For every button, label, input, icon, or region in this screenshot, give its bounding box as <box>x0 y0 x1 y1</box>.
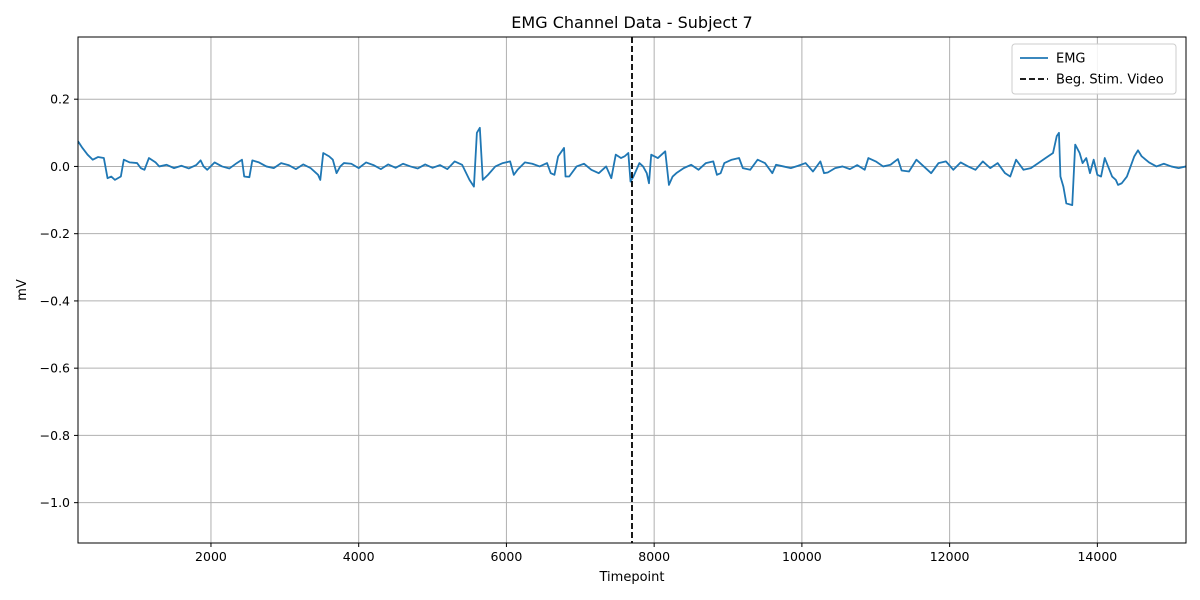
y-tick-label: 0.2 <box>50 92 70 107</box>
x-tick-label: 2000 <box>195 549 227 564</box>
x-tick-label: 8000 <box>638 549 670 564</box>
y-tick-label: −0.4 <box>40 293 70 308</box>
y-tick-label: −1.0 <box>40 495 70 510</box>
x-tick-label: 10000 <box>782 549 822 564</box>
x-tick-label: 6000 <box>491 549 523 564</box>
legend-box <box>1011 43 1177 95</box>
plot-area <box>78 37 1186 543</box>
legend-label: Beg. Stim. Video <box>1056 73 1164 88</box>
x-axis-label: Timepoint <box>599 570 665 585</box>
y-tick-label: −0.8 <box>40 428 70 443</box>
y-axis: 0.2 0.0 −0.2 −0.4 −0.6 −0.8 −1.0 <box>40 92 78 510</box>
x-axis: 2000 4000 6000 8000 10000 12000 14000 <box>195 543 1117 564</box>
chart-title: EMG Channel Data - Subject 7 <box>511 13 752 32</box>
y-axis-label: mV <box>15 279 30 301</box>
legend: EMG Beg. Stim. Video <box>1011 43 1177 95</box>
emg-series-line <box>78 126 1186 207</box>
x-tick-label: 14000 <box>1077 549 1117 564</box>
y-tick-label: −0.6 <box>40 361 70 376</box>
x-tick-label: 4000 <box>343 549 375 564</box>
y-tick-label: 0.0 <box>50 159 70 174</box>
y-tick-label: −0.2 <box>40 226 70 241</box>
legend-label: EMG <box>1056 52 1086 67</box>
plot-frame <box>77 36 1187 544</box>
x-tick-label: 12000 <box>930 549 970 564</box>
